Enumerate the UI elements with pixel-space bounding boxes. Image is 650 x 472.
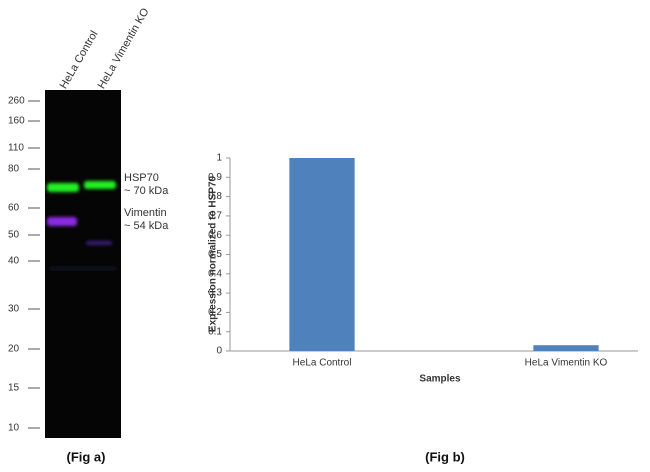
blot-image (45, 90, 121, 438)
marker-label: 60 (8, 203, 20, 214)
band (84, 181, 116, 189)
marker-label: 160 (8, 116, 25, 127)
caption: (Fig b) (425, 449, 465, 464)
band (47, 183, 79, 192)
band-size: ~ 70 kDa (124, 185, 169, 197)
marker-label: 260 (8, 96, 25, 107)
marker-label: 30 (8, 304, 20, 315)
y-tick-label: 0.4 (208, 268, 222, 279)
y-tick-label: 0.5 (208, 249, 222, 260)
y-tick-label: 0 (216, 346, 222, 357)
marker-label: 10 (8, 423, 20, 434)
marker-label: 15 (8, 383, 20, 394)
y-tick-label: 0.7 (208, 211, 222, 222)
band (86, 241, 112, 245)
lane-label: HeLa Vimentin KO (96, 6, 152, 91)
marker-label: 80 (8, 164, 20, 175)
y-tick-label: 0.8 (208, 191, 222, 202)
x-tick-label: HeLa Control (293, 358, 352, 369)
x-tick-label: HeLa Vimentin KO (525, 358, 608, 369)
band (47, 217, 77, 226)
x-axis-label: Samples (419, 374, 461, 385)
y-tick-label: 1 (216, 153, 222, 164)
y-tick-label: 0.2 (208, 307, 222, 318)
lane-label: HeLa Control (58, 29, 101, 91)
bar (533, 345, 599, 351)
marker-label: 110 (8, 143, 24, 154)
band-name: HSP70 (124, 172, 159, 184)
marker-label: 40 (8, 256, 20, 267)
y-tick-label: 0.1 (208, 326, 222, 337)
band-name: Vimentin (124, 207, 167, 219)
blot-bands (47, 181, 116, 270)
band (50, 267, 116, 270)
y-tick-label: 0.6 (208, 230, 222, 241)
marker-label: 50 (8, 230, 20, 241)
bar (289, 158, 355, 351)
y-tick-label: 0.3 (208, 288, 222, 299)
caption: (Fig a) (67, 449, 106, 464)
y-axis-label: Expression normalized to HSP70 (208, 175, 219, 332)
marker-label: 20 (8, 344, 20, 355)
band-size: ~ 54 kDa (124, 220, 169, 232)
y-tick-label: 0.9 (208, 172, 222, 183)
